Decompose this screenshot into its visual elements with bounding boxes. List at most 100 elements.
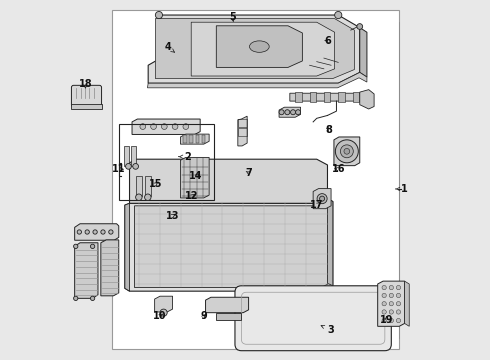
Circle shape <box>382 319 386 323</box>
Circle shape <box>382 285 386 290</box>
Text: 19: 19 <box>380 315 393 325</box>
Ellipse shape <box>249 41 269 52</box>
Polygon shape <box>405 281 409 326</box>
Circle shape <box>396 293 401 298</box>
Circle shape <box>396 310 401 314</box>
Circle shape <box>77 230 81 234</box>
Polygon shape <box>125 199 333 291</box>
Circle shape <box>133 163 139 169</box>
FancyBboxPatch shape <box>235 286 392 351</box>
Circle shape <box>382 293 386 298</box>
Text: 4: 4 <box>165 42 174 52</box>
Polygon shape <box>238 116 247 146</box>
Bar <box>112 10 399 348</box>
Text: 5: 5 <box>229 12 236 22</box>
Bar <box>353 93 359 102</box>
Bar <box>131 146 136 166</box>
Polygon shape <box>205 297 248 313</box>
Polygon shape <box>290 93 368 105</box>
Text: 18: 18 <box>78 79 92 89</box>
Text: 9: 9 <box>200 311 207 321</box>
Circle shape <box>389 302 393 306</box>
Text: 16: 16 <box>332 164 346 174</box>
Polygon shape <box>147 72 367 88</box>
Circle shape <box>172 124 178 130</box>
Circle shape <box>396 285 401 290</box>
Circle shape <box>344 148 350 154</box>
Circle shape <box>357 24 363 30</box>
Circle shape <box>389 310 393 314</box>
Polygon shape <box>327 199 333 286</box>
Bar <box>189 135 193 143</box>
Circle shape <box>389 285 393 290</box>
Bar <box>196 135 199 143</box>
Bar <box>119 125 214 200</box>
Text: 7: 7 <box>245 168 252 178</box>
Bar <box>145 176 151 196</box>
Text: 6: 6 <box>324 36 331 46</box>
Polygon shape <box>360 28 367 77</box>
Circle shape <box>279 110 284 115</box>
Circle shape <box>91 296 95 301</box>
Circle shape <box>335 12 342 19</box>
Circle shape <box>101 230 105 234</box>
Circle shape <box>161 124 167 130</box>
FancyBboxPatch shape <box>72 85 101 107</box>
Polygon shape <box>180 157 209 198</box>
Text: 17: 17 <box>310 200 323 210</box>
Circle shape <box>93 230 97 234</box>
Polygon shape <box>148 15 360 83</box>
Circle shape <box>155 12 163 19</box>
Circle shape <box>74 296 78 301</box>
Polygon shape <box>360 90 374 109</box>
Text: 1: 1 <box>395 184 408 194</box>
Polygon shape <box>334 137 360 166</box>
Circle shape <box>295 110 300 115</box>
Bar <box>136 176 142 196</box>
Circle shape <box>389 319 393 323</box>
Text: 15: 15 <box>149 179 163 189</box>
Text: 13: 13 <box>166 211 179 221</box>
Polygon shape <box>216 26 302 67</box>
Circle shape <box>291 110 295 115</box>
Polygon shape <box>216 313 242 320</box>
Text: 3: 3 <box>321 325 335 335</box>
Bar <box>201 135 205 143</box>
Polygon shape <box>101 240 119 296</box>
Polygon shape <box>135 202 329 288</box>
Polygon shape <box>129 159 327 203</box>
Bar <box>238 119 247 127</box>
Polygon shape <box>155 19 354 78</box>
Bar <box>324 93 330 102</box>
Text: 2: 2 <box>179 152 191 162</box>
Polygon shape <box>155 296 172 312</box>
Polygon shape <box>74 224 119 240</box>
Text: 14: 14 <box>189 171 202 181</box>
Polygon shape <box>74 243 98 298</box>
Text: 8: 8 <box>326 125 333 135</box>
Bar <box>295 93 302 102</box>
Bar <box>71 104 102 109</box>
Bar <box>238 129 247 136</box>
Circle shape <box>335 140 358 163</box>
Circle shape <box>74 244 78 248</box>
Circle shape <box>382 310 386 314</box>
Polygon shape <box>279 107 300 117</box>
Circle shape <box>285 110 290 115</box>
Polygon shape <box>191 22 335 76</box>
Bar <box>338 93 344 102</box>
Bar <box>310 93 316 102</box>
Circle shape <box>389 293 393 298</box>
Circle shape <box>125 163 131 169</box>
Polygon shape <box>180 134 209 144</box>
Circle shape <box>91 244 95 248</box>
Text: 12: 12 <box>185 191 198 201</box>
Circle shape <box>319 196 324 201</box>
Polygon shape <box>132 119 200 134</box>
Circle shape <box>85 230 89 234</box>
Polygon shape <box>313 189 331 209</box>
Circle shape <box>109 230 113 234</box>
Circle shape <box>151 124 156 130</box>
Circle shape <box>145 194 151 201</box>
Circle shape <box>160 309 167 316</box>
